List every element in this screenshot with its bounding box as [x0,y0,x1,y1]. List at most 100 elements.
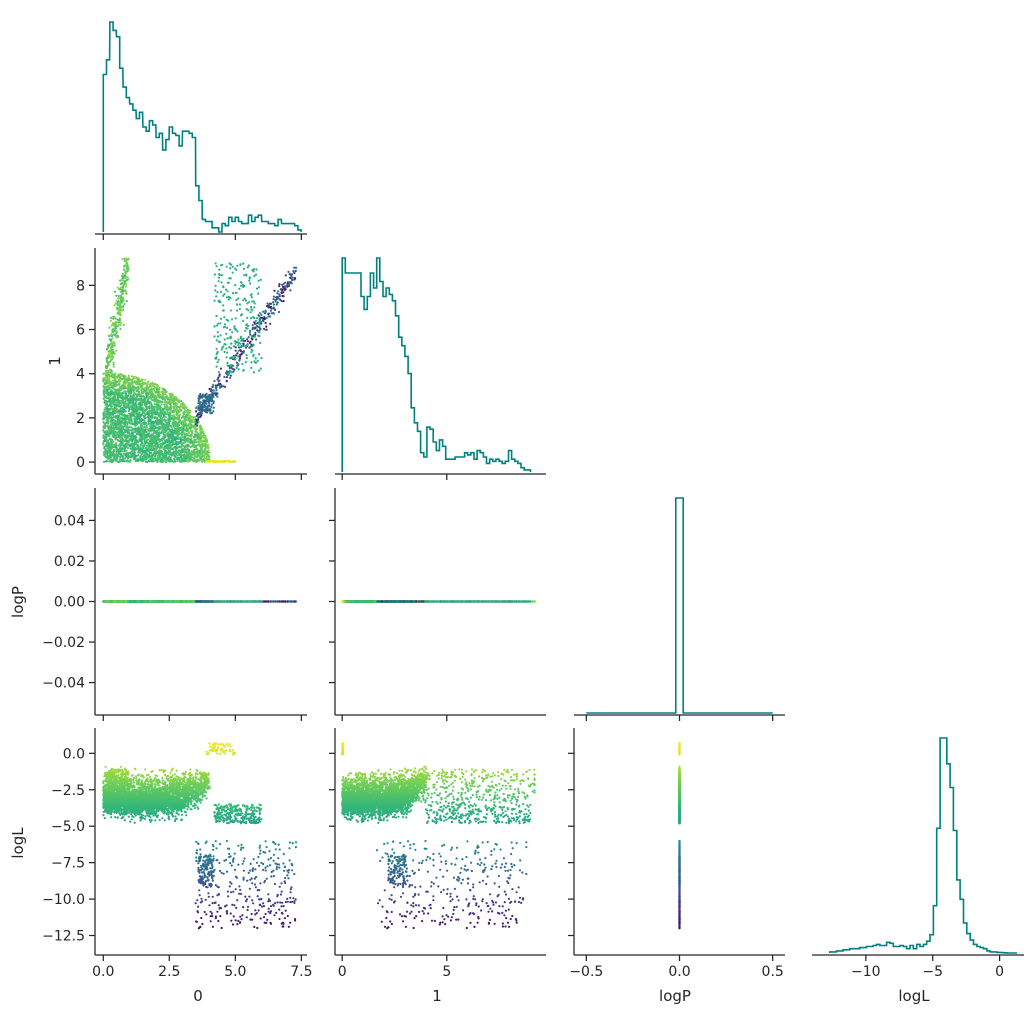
scatter-point [112,422,114,424]
scatter-point [193,449,195,451]
scatter-point [136,420,138,422]
scatter-point [106,453,108,455]
scatter-point [124,397,126,399]
scatter-point [141,386,143,388]
scatter-point [170,437,172,439]
scatter-point [173,450,175,452]
scatter-point [150,434,152,436]
scatter-point [125,392,127,394]
scatter-point [204,437,206,439]
scatter-point [134,377,136,379]
scatter-point [144,453,146,455]
scatter-point [202,432,204,434]
scatter-point [118,400,120,402]
scatter-point [133,395,135,397]
scatter-point [138,391,140,393]
scatter-point [167,419,169,421]
scatter-point [136,433,138,435]
scatter-point [153,389,155,391]
scatter-point [115,416,117,418]
scatter-point [125,410,127,412]
scatter-point [173,401,175,403]
scatter-point [123,390,125,392]
scatter-point [115,431,117,433]
scatter-point [204,435,206,437]
scatter-point [141,391,143,393]
scatter-point [131,381,133,383]
scatter-point [181,403,183,405]
scatter-point [147,401,149,403]
scatter-point [154,403,156,405]
scatter-point [122,388,124,390]
scatter-point [170,426,172,428]
scatter-point [129,426,131,428]
scatter-point [124,437,126,439]
scatter-point [115,391,117,393]
scatter-point [114,438,116,440]
scatter-point [141,453,143,455]
scatter-point [191,445,193,447]
scatter-point [148,407,150,409]
scatter-point [196,448,198,450]
scatter-point [169,412,171,414]
scatter-point [181,434,183,436]
scatter-point [178,449,180,451]
scatter-point [154,395,156,397]
scatter-point [164,450,166,452]
scatter-point [165,461,167,463]
scatter-point [103,461,105,463]
scatter-point [184,409,186,411]
scatter-point [177,415,179,417]
scatter-point [107,435,109,437]
scatter-point [187,444,189,446]
scatter-point [186,451,188,453]
scatter-point [129,392,131,394]
scatter-point [163,404,165,406]
scatter-point [104,454,106,456]
scatter-point [105,460,107,462]
scatter-point [121,447,123,449]
scatter-point [161,393,163,395]
scatter-point [172,461,174,463]
scatter-point [146,445,148,447]
scatter-point [152,396,154,398]
scatter-point [152,385,154,387]
scatter-point [115,401,117,403]
scatter-point [133,392,135,394]
scatter-point [120,378,122,380]
scatter-point [208,457,210,459]
scatter-point [135,447,137,449]
scatter-point [197,437,199,439]
scatter-point [182,436,184,438]
scatter-point [127,421,129,423]
scatter-point [165,396,167,398]
scatter-point [160,446,162,448]
scatter-point [127,452,129,454]
scatter-point [118,403,120,405]
scatter-point [199,426,201,428]
scatter-point [167,397,169,399]
scatter-point [124,447,126,449]
scatter-point [205,454,207,456]
scatter-point [144,379,146,381]
scatter-point [128,413,130,415]
scatter-point [165,416,167,418]
scatter-point [203,455,205,457]
scatter-point [175,450,177,452]
scatter-point [200,432,202,434]
scatter-point [163,389,165,391]
scatter-point [130,395,132,397]
scatter-point [131,441,133,443]
scatter-point [116,447,118,449]
scatter-point [120,424,122,426]
scatter-point [127,400,129,402]
scatter-point [202,430,204,432]
scatter-point [164,401,166,403]
scatter-point [173,403,175,405]
scatter-point [179,414,181,416]
scatter-point [102,434,104,436]
scatter-point [109,395,111,397]
scatter-point [151,405,153,407]
scatter-point [106,408,108,410]
scatter-point [185,457,187,459]
